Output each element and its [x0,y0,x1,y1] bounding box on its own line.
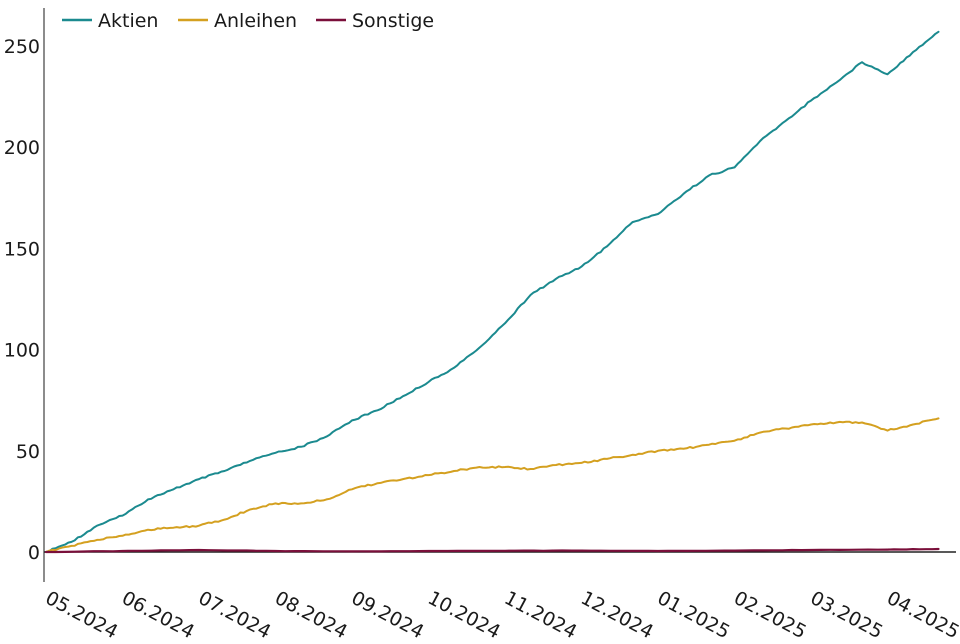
legend-label-sonstige: Sonstige [352,10,434,32]
x-tick-label: 03.2025 [807,587,887,643]
y-tick-label: 50 [16,441,40,463]
legend-label-aktien: Aktien [98,10,158,32]
x-tick-label: 10.2024 [424,587,504,643]
x-tick-label: 12.2024 [577,587,657,643]
x-tick-label: 01.2025 [654,587,734,643]
y-tick-label: 150 [4,238,40,260]
y-tick-label: 200 [4,137,40,159]
series-line-sonstige [44,547,940,554]
series-line-aktien [45,30,940,553]
y-tick-label: 100 [4,340,40,362]
x-tick-label: 08.2024 [271,587,351,643]
x-tick-label: 04.2025 [883,587,960,643]
x-tick-label: 09.2024 [348,587,428,643]
x-tick-label: 02.2025 [730,587,810,643]
legend: Aktien Anleihen Sonstige [62,10,434,32]
x-tick-label: 07.2024 [195,587,275,643]
y-tick-label: 250 [4,36,40,58]
x-tick-label: 11.2024 [501,587,581,643]
x-tick-label: 06.2024 [118,587,198,643]
y-tick-label: 0 [28,542,40,564]
x-tick-labels: 05.202406.202407.202408.202409.202410.20… [42,587,960,643]
axes [43,8,956,582]
series-lines [44,30,940,554]
legend-label-anleihen: Anleihen [214,10,297,32]
y-tick-labels: 0 50 100 150 200 250 [4,36,40,564]
series-line-anleihen [45,417,940,553]
x-tick-label: 05.2024 [42,587,122,643]
